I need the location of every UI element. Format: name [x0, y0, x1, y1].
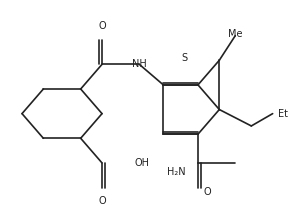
Text: Et: Et [278, 109, 288, 119]
Text: O: O [98, 196, 106, 206]
Text: NH: NH [132, 59, 147, 69]
Text: S: S [182, 53, 188, 63]
Text: O: O [98, 21, 106, 31]
Text: H₂N: H₂N [167, 167, 186, 177]
Text: OH: OH [134, 158, 149, 168]
Text: O: O [203, 187, 211, 197]
Text: Me: Me [228, 30, 243, 39]
